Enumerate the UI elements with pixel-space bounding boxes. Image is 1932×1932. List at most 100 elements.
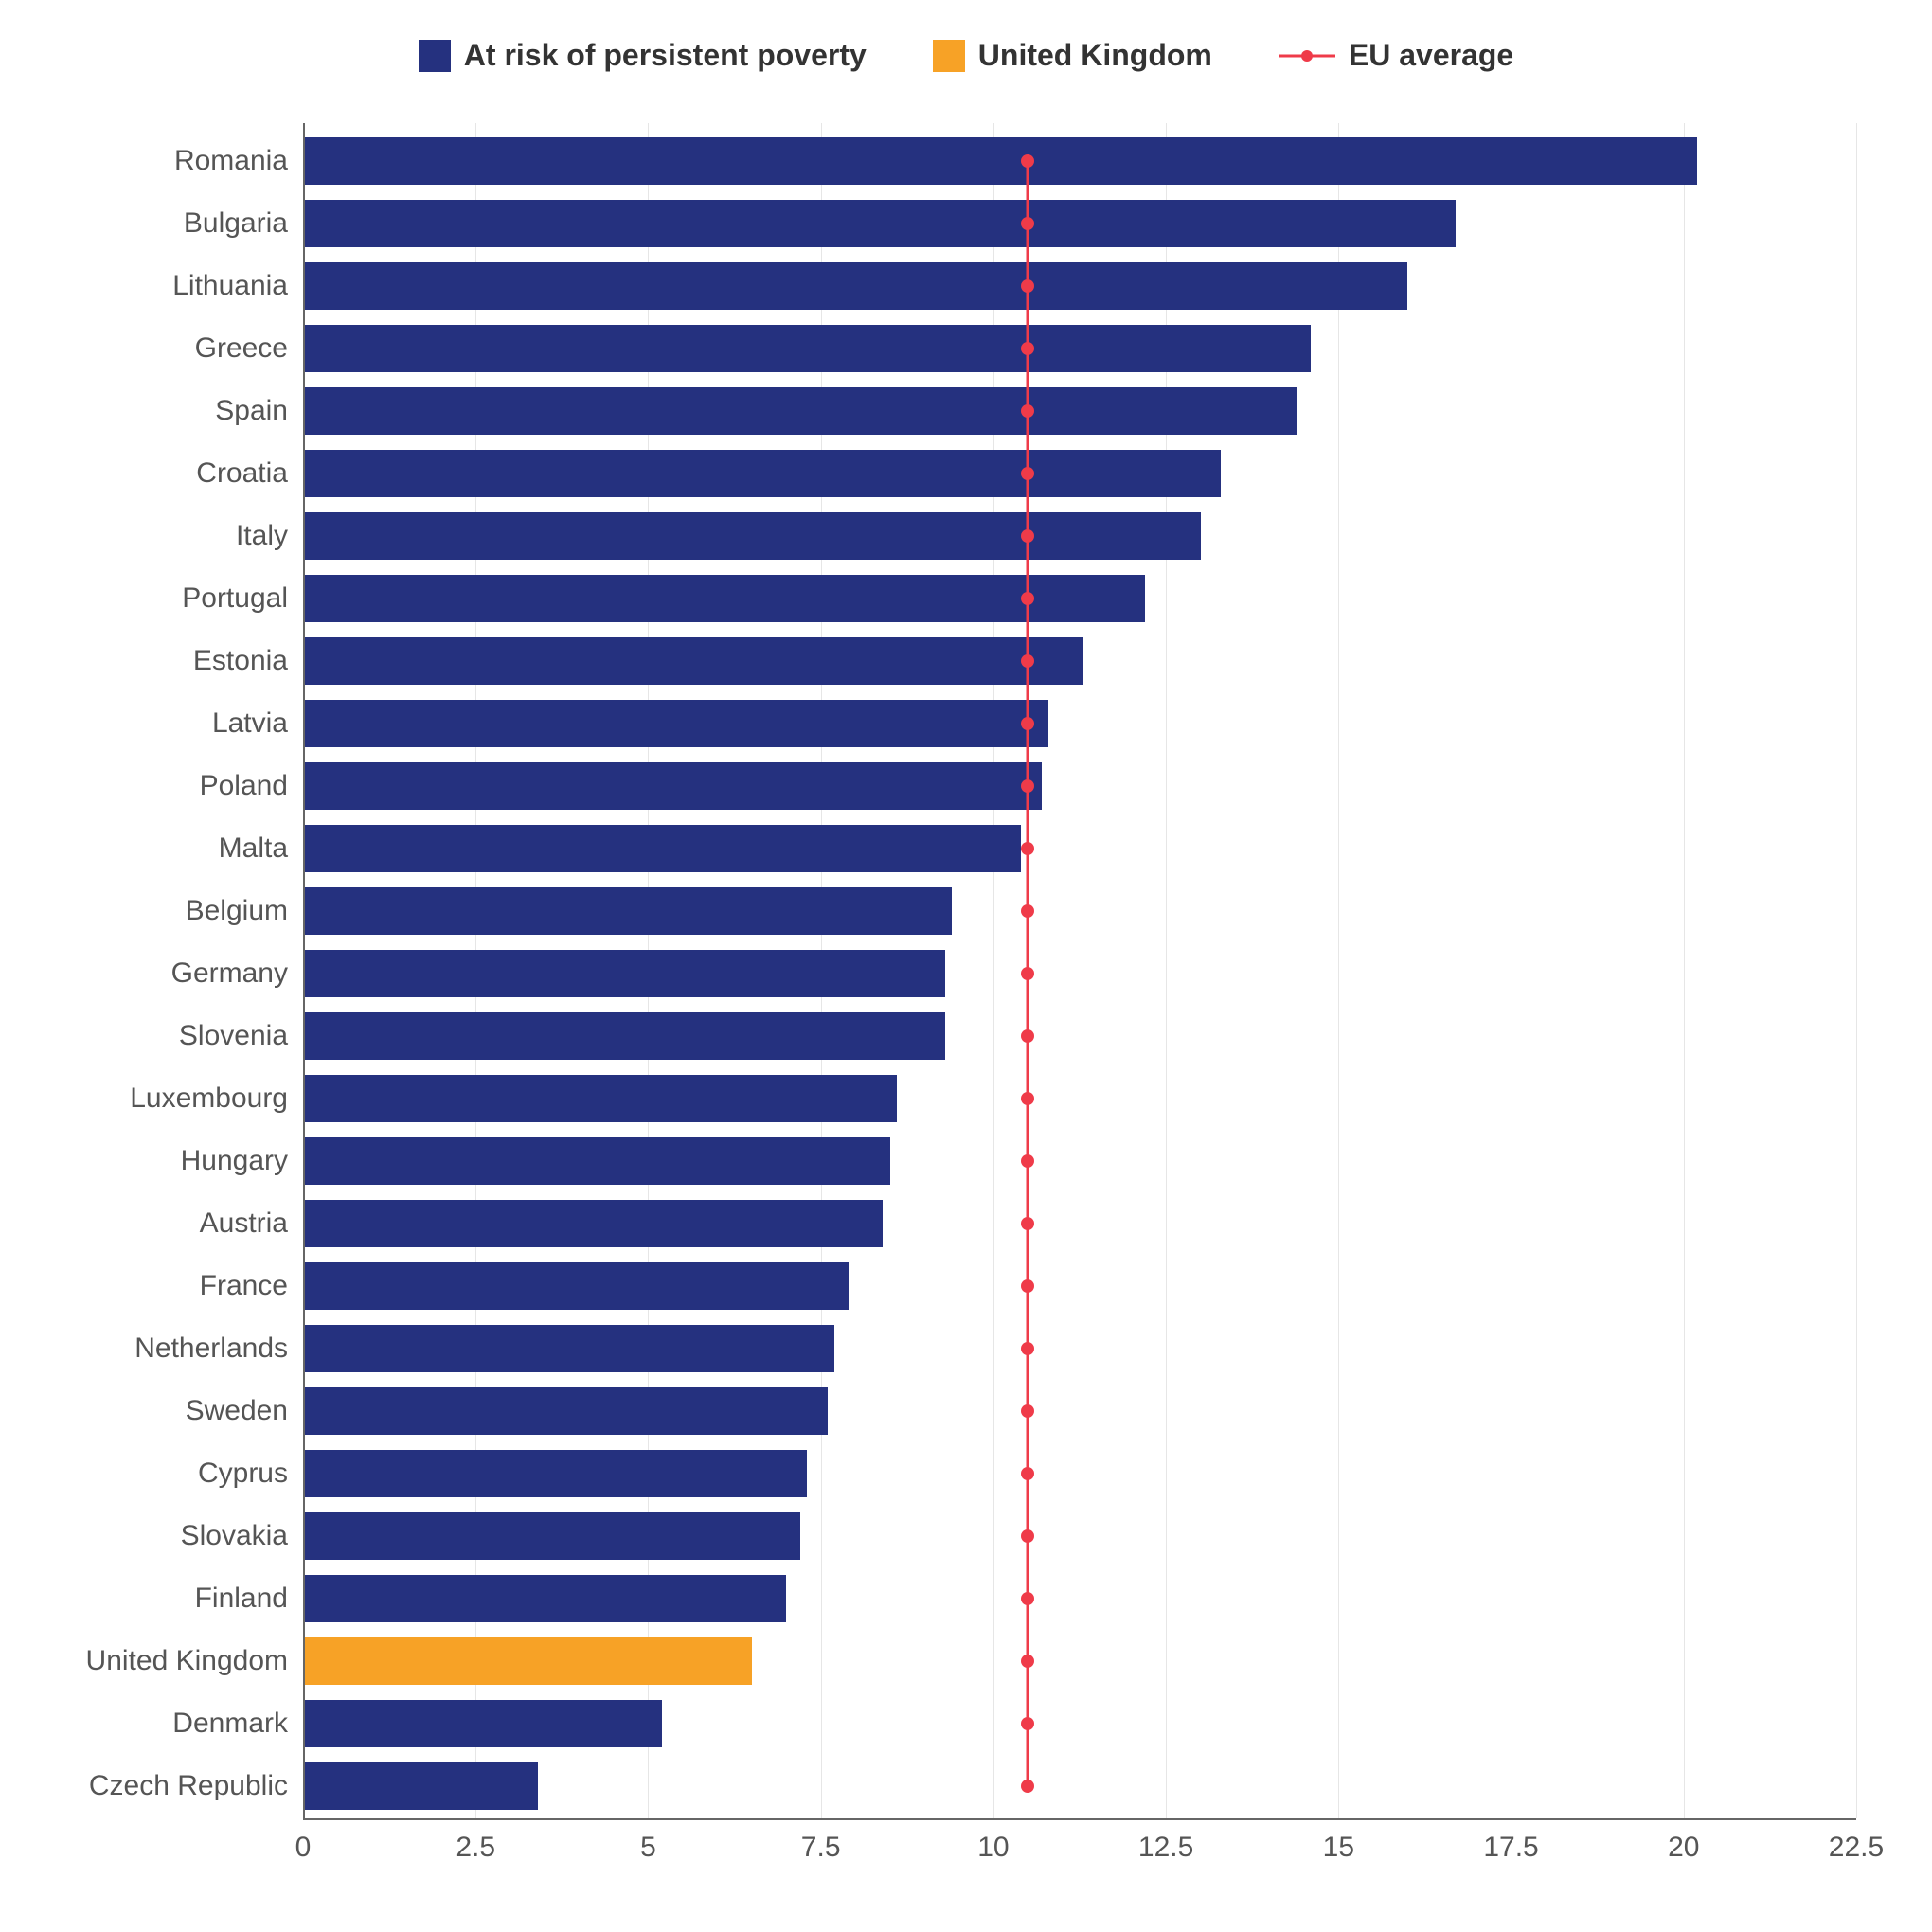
y-tick-label: Germany: [171, 957, 303, 990]
eu-average-marker: [1021, 217, 1034, 230]
y-tick-label: Hungary: [181, 1145, 303, 1177]
y-tick-label: Czech Republic: [89, 1770, 303, 1802]
y-tick-label: United Kingdom: [86, 1645, 303, 1677]
grid-line: [1166, 123, 1167, 1818]
y-tick-label: Romania: [174, 145, 303, 177]
y-tick-label: Slovakia: [181, 1520, 303, 1552]
eu-average-marker: [1021, 1092, 1034, 1105]
eu-average-marker: [1021, 654, 1034, 668]
legend-item: EU average: [1279, 38, 1513, 73]
bar: [303, 1387, 828, 1435]
x-axis-line: [303, 1818, 1856, 1820]
x-tick-label: 22.5: [1829, 1832, 1884, 1864]
eu-average-marker: [1021, 279, 1034, 293]
legend-label: United Kingdom: [978, 38, 1212, 73]
x-tick-label: 15: [1323, 1832, 1354, 1864]
eu-average-marker: [1021, 1342, 1034, 1355]
bar: [303, 575, 1145, 622]
eu-average-marker: [1021, 529, 1034, 543]
x-tick-label: 7.5: [801, 1832, 841, 1864]
bar: [303, 1137, 890, 1185]
legend-label: EU average: [1349, 38, 1513, 73]
grid-line: [1856, 123, 1857, 1818]
x-tick-label: 5: [640, 1832, 656, 1864]
bar: [303, 1762, 538, 1810]
x-tick-label: 0: [295, 1832, 312, 1864]
y-tick-label: Italy: [236, 520, 303, 552]
y-tick-label: Slovenia: [179, 1020, 303, 1052]
bar: [303, 1512, 800, 1560]
y-tick-label: France: [200, 1270, 303, 1302]
legend-item: United Kingdom: [933, 38, 1212, 73]
legend-item: At risk of persistent poverty: [419, 38, 867, 73]
x-tick-label: 2.5: [456, 1832, 495, 1864]
eu-average-marker: [1021, 1655, 1034, 1668]
eu-average-marker: [1021, 592, 1034, 605]
bar: [303, 1262, 849, 1310]
y-tick-label: Cyprus: [198, 1458, 303, 1490]
x-tick-label: 20: [1668, 1832, 1699, 1864]
eu-average-marker: [1021, 779, 1034, 793]
bar: [303, 325, 1311, 372]
eu-average-marker: [1021, 1592, 1034, 1605]
grid-line: [1684, 123, 1685, 1818]
y-tick-label: Finland: [195, 1583, 303, 1615]
eu-average-marker: [1021, 717, 1034, 730]
bar: [303, 1450, 807, 1497]
eu-average-marker: [1021, 904, 1034, 918]
y-tick-label: Netherlands: [134, 1333, 303, 1365]
bar: [303, 1075, 897, 1122]
plot-area: 02.557.51012.51517.52022.5RomaniaBulgari…: [303, 123, 1856, 1818]
eu-average-marker: [1021, 1717, 1034, 1730]
grid-line: [993, 123, 994, 1818]
y-tick-label: Luxembourg: [130, 1082, 303, 1115]
bar: [303, 637, 1083, 685]
legend-swatch: [419, 40, 451, 72]
y-tick-label: Lithuania: [172, 270, 303, 302]
y-tick-label: Austria: [200, 1208, 303, 1240]
bar: [303, 950, 945, 997]
eu-average-marker: [1021, 1404, 1034, 1418]
bar: [303, 1575, 786, 1622]
legend-line-marker-icon: [1279, 40, 1335, 72]
bar: [303, 450, 1221, 497]
bar: [303, 825, 1021, 872]
eu-average-marker: [1021, 967, 1034, 980]
bar: [303, 200, 1456, 247]
bar: [303, 700, 1048, 747]
bar: [303, 762, 1042, 810]
legend-label: At risk of persistent poverty: [464, 38, 867, 73]
eu-average-marker: [1021, 1029, 1034, 1043]
eu-average-marker: [1021, 342, 1034, 355]
eu-average-marker: [1021, 467, 1034, 480]
eu-average-marker: [1021, 1217, 1034, 1230]
bar: [303, 887, 952, 935]
eu-average-marker: [1021, 1279, 1034, 1293]
chart-legend: At risk of persistent poverty United King…: [0, 38, 1932, 73]
y-axis-line: [303, 123, 305, 1818]
y-tick-label: Sweden: [186, 1395, 303, 1427]
bar: [303, 1200, 883, 1247]
bar: [303, 387, 1297, 435]
eu-average-marker: [1021, 1467, 1034, 1480]
y-tick-label: Malta: [219, 832, 303, 865]
eu-average-marker: [1021, 1530, 1034, 1543]
legend-swatch: [933, 40, 965, 72]
y-tick-label: Portugal: [182, 582, 303, 615]
eu-average-marker: [1021, 1154, 1034, 1168]
y-tick-label: Croatia: [196, 457, 303, 490]
x-tick-label: 17.5: [1483, 1832, 1538, 1864]
y-tick-label: Estonia: [193, 645, 303, 677]
eu-average-marker: [1021, 154, 1034, 168]
y-tick-label: Belgium: [186, 895, 303, 927]
bar: [303, 1700, 662, 1747]
x-tick-label: 12.5: [1138, 1832, 1193, 1864]
grid-line: [1338, 123, 1339, 1818]
x-tick-label: 10: [977, 1832, 1009, 1864]
poverty-chart: At risk of persistent poverty United King…: [0, 0, 1932, 1932]
eu-average-marker: [1021, 404, 1034, 418]
y-tick-label: Greece: [195, 332, 303, 365]
eu-average-marker: [1021, 1780, 1034, 1793]
bar: [303, 262, 1407, 310]
y-tick-label: Bulgaria: [184, 207, 303, 240]
